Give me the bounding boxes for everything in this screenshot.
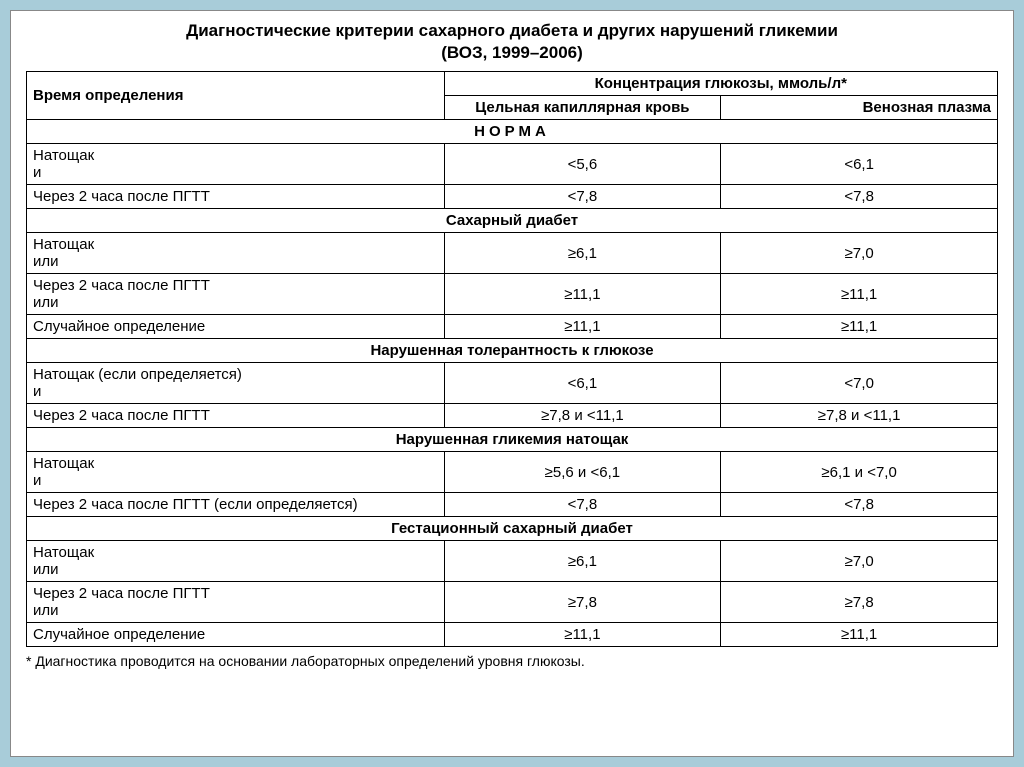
cell-value: <7,0 xyxy=(721,363,998,404)
section-ifg: Нарушенная гликемия натощак xyxy=(27,428,998,452)
cell-value: <7,8 xyxy=(721,185,998,209)
subtitle: (ВОЗ, 1999–2006) xyxy=(26,43,998,63)
cell-value: ≥11,1 xyxy=(721,315,998,339)
row-label: Случайное определение xyxy=(27,315,445,339)
cell-value: ≥6,1 и <7,0 xyxy=(721,452,998,493)
cell-value: ≥11,1 xyxy=(444,274,721,315)
cell-value: ≥11,1 xyxy=(721,274,998,315)
cell-value: ≥7,8 xyxy=(721,582,998,623)
cell-value: <6,1 xyxy=(721,144,998,185)
label-fasting: Натощак xyxy=(33,147,94,164)
label-or: или xyxy=(33,602,59,619)
label-and: и xyxy=(33,472,41,489)
label-fasting: Натощак xyxy=(33,455,94,472)
label-and: и xyxy=(33,164,41,181)
cell-value: ≥6,1 xyxy=(444,541,721,582)
row-label: Через 2 часа после ПГТТ xyxy=(27,185,445,209)
label-after2h: Через 2 часа после ПГТТ xyxy=(33,585,210,602)
row-label: Натощак и xyxy=(27,452,445,493)
header-venous: Венозная плазма xyxy=(721,96,998,120)
row-label: Натощак или xyxy=(27,233,445,274)
cell-value: <7,8 xyxy=(721,493,998,517)
cell-value: <7,8 xyxy=(444,185,721,209)
cell-value: ≥5,6 и <6,1 xyxy=(444,452,721,493)
cell-value: <6,1 xyxy=(444,363,721,404)
row-label: Натощак (если определяется) и xyxy=(27,363,445,404)
cell-value: <7,8 xyxy=(444,493,721,517)
cell-value: ≥7,8 и <11,1 xyxy=(444,404,721,428)
section-norma: НОРМА xyxy=(27,120,998,144)
label-or: или xyxy=(33,253,59,270)
row-label: Через 2 часа после ПГТТ или xyxy=(27,582,445,623)
cell-value: ≥7,8 xyxy=(444,582,721,623)
cell-value: ≥6,1 xyxy=(444,233,721,274)
row-label: Натощак или xyxy=(27,541,445,582)
row-label: Случайное определение xyxy=(27,623,445,647)
document-page: Диагностические критерии сахарного диабе… xyxy=(10,10,1014,757)
header-capillary: Цельная капиллярная кровь xyxy=(444,96,721,120)
cell-value: ≥7,0 xyxy=(721,233,998,274)
label-or: или xyxy=(33,561,59,578)
label-fasting: Натощак xyxy=(33,544,94,561)
title: Диагностические критерии сахарного диабе… xyxy=(26,21,998,41)
row-label: Через 2 часа после ПГТТ xyxy=(27,404,445,428)
row-label: Через 2 часа после ПГТТ или xyxy=(27,274,445,315)
section-gdm: Гестационный сахарный диабет xyxy=(27,517,998,541)
cell-value: ≥7,0 xyxy=(721,541,998,582)
cell-value: ≥11,1 xyxy=(444,623,721,647)
label-and: и xyxy=(33,383,41,400)
cell-value: ≥7,8 и <11,1 xyxy=(721,404,998,428)
header-concentration: Концентрация глюкозы, ммоль/л* xyxy=(444,72,997,96)
footnote: * Диагностика проводится на основании ла… xyxy=(26,653,998,669)
cell-value: ≥11,1 xyxy=(721,623,998,647)
cell-value: ≥11,1 xyxy=(444,315,721,339)
cell-value: <5,6 xyxy=(444,144,721,185)
row-label: Через 2 часа после ПГТТ (если определяет… xyxy=(27,493,445,517)
label-after2h: Через 2 часа после ПГТТ xyxy=(33,277,210,294)
label-or: или xyxy=(33,294,59,311)
label-fasting-if: Натощак (если определяется) xyxy=(33,366,242,383)
label-fasting: Натощак xyxy=(33,236,94,253)
section-diabetes: Сахарный диабет xyxy=(27,209,998,233)
header-time: Время определения xyxy=(27,72,445,120)
section-igt: Нарушенная толерантность к глюкозе xyxy=(27,339,998,363)
row-label: Натощак и xyxy=(27,144,445,185)
criteria-table: Время определения Концентрация глюкозы, … xyxy=(26,71,998,647)
